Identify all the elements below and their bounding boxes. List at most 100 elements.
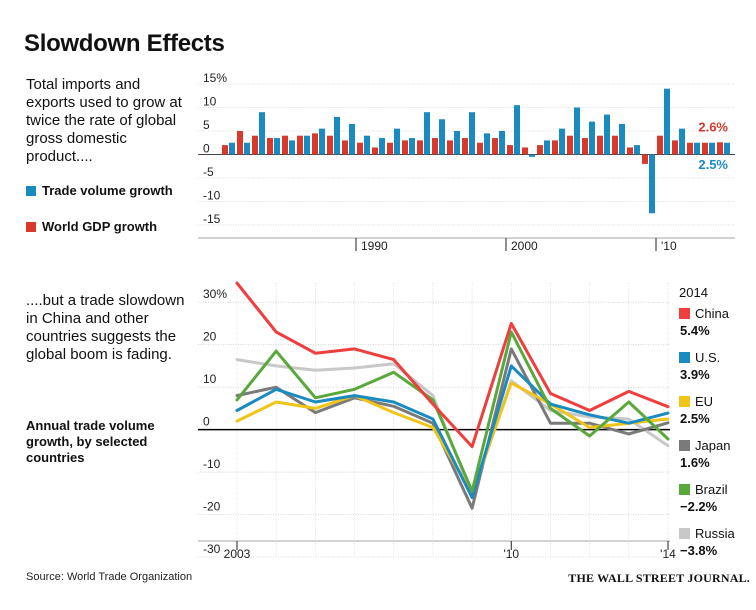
gdp-bar (432, 138, 438, 155)
trade-bar (514, 105, 520, 155)
gdp-bar (552, 140, 558, 155)
trade-bar (274, 138, 280, 155)
trade-bar (334, 116, 340, 155)
gdp-bar (327, 135, 333, 155)
trade-bar (229, 142, 235, 155)
publisher-logo: THE WALL STREET JOURNAL. (568, 571, 750, 585)
gdp-bar (267, 138, 273, 155)
legend-swatch-japan (679, 440, 690, 451)
legend-label-japan: Japan (695, 438, 730, 453)
line-x-tick-label: 2003 (224, 547, 251, 561)
legend-value-brazil: −2.2% (680, 499, 718, 514)
line-y-tick-label: 0 (203, 415, 210, 429)
trade-bar (484, 133, 490, 155)
gdp-bar (402, 140, 408, 155)
bar-x-tick-label: '10 (661, 239, 677, 253)
top-description: Total imports and exports used to grow a… (26, 76, 182, 165)
line-x-tick-label: '14 (660, 547, 676, 561)
trade-bar (544, 140, 550, 155)
gdp-bar (357, 142, 363, 155)
trade-bar (604, 114, 610, 155)
bar-y-tick-label: 5 (203, 118, 210, 132)
bar-x-tick-label: 2000 (511, 239, 538, 253)
gdp-bar (387, 142, 393, 155)
line-legend-title: 2014 (679, 285, 708, 300)
trade-bar (724, 142, 730, 155)
trade-bar (694, 142, 700, 155)
gdp-bar (702, 142, 708, 155)
bar-y-tick-label: -10 (203, 189, 221, 203)
trade-bar (589, 121, 595, 155)
trade-bar (469, 112, 475, 155)
legend-label-eu: EU (695, 394, 713, 409)
gdp-bar (672, 140, 678, 155)
series-line-brazil (235, 330, 670, 493)
bar-y-tick-label: 15% (203, 71, 227, 85)
legend-swatch-us (679, 352, 690, 363)
legend-gdp-swatch (26, 221, 36, 232)
line-y-tick-label: 20 (203, 330, 217, 344)
gdp-bar (372, 147, 378, 155)
trade-bar (364, 135, 370, 155)
legend-value-eu: 2.5% (680, 411, 710, 426)
trade-bar (499, 131, 505, 155)
gdp-bar (627, 147, 633, 155)
legend-swatch-brazil (679, 484, 690, 495)
legend-trade-label: Trade volume growth (42, 183, 173, 198)
legend-value-us: 3.9% (680, 367, 710, 382)
gdp-bar (297, 135, 303, 155)
trade-bar (679, 128, 685, 155)
gdp-bar (537, 145, 543, 155)
gdp-bar (237, 131, 243, 155)
legend-swatch-china (679, 308, 690, 319)
trade-bar (304, 135, 310, 155)
trade-bar (634, 145, 640, 155)
gdp-bar (252, 135, 258, 155)
gdp-bar (477, 142, 483, 155)
trade-bar (454, 131, 460, 155)
legend-swatch-russia (679, 528, 690, 539)
legend-value-japan: 1.6% (680, 455, 710, 470)
gdp-bar (597, 135, 603, 155)
gdp-bar (462, 138, 468, 155)
trade-bar (619, 123, 625, 155)
legend-world-gdp: World GDP growth (26, 219, 157, 234)
gdp-bar (447, 140, 453, 155)
bar-x-tick-label: 1990 (361, 239, 388, 253)
legend-label-china: China (695, 306, 730, 321)
series-line-us (235, 364, 670, 500)
line-chart-caption: Annual trade volume growth, by selected … (26, 418, 155, 465)
bar-y-tick-label: -15 (203, 212, 221, 226)
gdp-bar (687, 142, 693, 155)
trade-bar (259, 112, 265, 155)
gdp-bar (222, 145, 228, 155)
legend-value-china: 5.4% (680, 323, 710, 338)
line-chart: 30% 20 10 0 -10 -20 -30 2003 '10 '14 2014 China 5.4%… (198, 281, 736, 561)
gdp-bar (642, 154, 648, 164)
series-line-eu (235, 381, 670, 495)
gdp-bar (612, 135, 618, 155)
gdp-bar (657, 135, 663, 155)
legend-label-brazil: Brazil (695, 482, 728, 497)
chart-title: Slowdown Effects (24, 30, 225, 57)
trade-bar (394, 128, 400, 155)
trade-bar (649, 154, 655, 214)
bar-y-tick-label: -5 (203, 165, 214, 179)
gdp-bar (342, 140, 348, 155)
bar-y-tick-label: 0 (203, 142, 210, 156)
bar-chart: 15% 10 5 0 -5 -10 -15 1990 2000 '10 2.6% 2.5% (198, 71, 735, 253)
trade-bar (559, 128, 565, 155)
gdp-bar (507, 145, 513, 155)
gdp-bar (417, 140, 423, 155)
trade-bar (664, 88, 670, 155)
source-note: Source: World Trade Organization (26, 571, 193, 583)
trade-bar (319, 128, 325, 155)
gdp-bar (717, 142, 723, 155)
gdp-bar (492, 138, 498, 155)
gdp-bar (567, 135, 573, 155)
legend-label-russia: Russia (695, 526, 736, 541)
line-y-tick-label: -20 (203, 500, 221, 514)
line-y-tick-label: -30 (203, 542, 221, 556)
bar-y-tick-label: 10 (203, 95, 217, 109)
trade-bar (409, 138, 415, 155)
